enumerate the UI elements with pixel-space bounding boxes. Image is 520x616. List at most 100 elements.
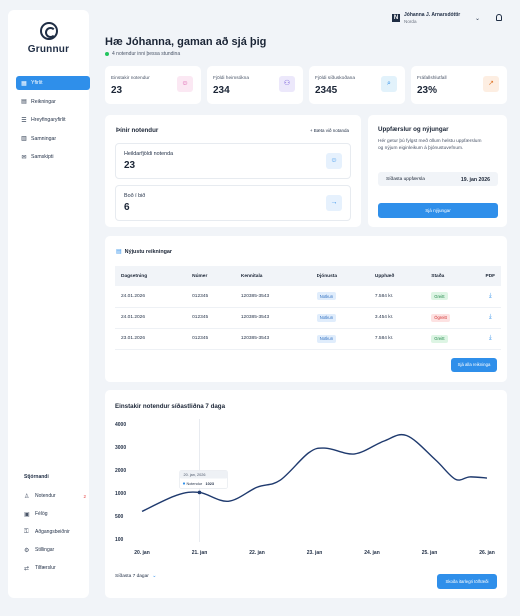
- sidebar-item-label: Samningar: [31, 135, 57, 142]
- admin-item-label: Aðgangsbeiðnir: [35, 529, 70, 535]
- chevron-down-icon[interactable]: ⌄: [475, 16, 481, 22]
- tooltip-legend-dot: [182, 482, 186, 485]
- column-header: Upphæð: [374, 273, 395, 279]
- user-menu[interactable]: N Jóhanna J. Arnarsdóttir Norda: [392, 12, 460, 24]
- tooltip-header: [179, 470, 228, 479]
- see-all-invoices-button[interactable]: Sjá alla reikninga: [451, 358, 497, 372]
- gear-icon: ⚙: [24, 547, 30, 554]
- building-icon: ▣: [24, 511, 30, 518]
- tooltip-value: 1023: [206, 482, 214, 486]
- trend-icon: ↗: [483, 76, 499, 92]
- document-icon: ▥: [21, 136, 27, 142]
- admin-item-label: Félög: [35, 511, 48, 517]
- receipt-icon: ▤: [21, 99, 27, 105]
- user-org: Norda: [404, 19, 417, 24]
- highlight-point: [197, 490, 202, 495]
- y-tick-label: 4000: [115, 422, 126, 428]
- admin-item-4[interactable]: ⇄ Tilfærslur: [20, 562, 90, 574]
- add-user-button[interactable]: + Bæta við notanda: [309, 128, 349, 133]
- table-row[interactable]: 23.01.2026 012345 120385-3543 Notkun 7.5…: [115, 328, 501, 350]
- table-row[interactable]: 24.01.2026 012345 120385-3543 Notkun 3.4…: [115, 307, 501, 329]
- column-header: Dagsetning: [121, 273, 148, 279]
- status-badge: Greitt: [431, 292, 448, 301]
- admin-item-3[interactable]: ⚙ Stillingar: [20, 544, 90, 556]
- admin-item-1[interactable]: ▣ Félög: [20, 508, 90, 520]
- y-tick-label: 3000: [115, 445, 126, 451]
- brand-name: Grunnur: [27, 44, 70, 55]
- stat-card: Fjöldi heimsókna 234 ⚇: [207, 66, 303, 104]
- tooltip-label: Notendur: [187, 482, 203, 486]
- sidebar-item-reikningar[interactable]: ▤ Reikningar: [16, 95, 90, 109]
- x-tick-label: 22. jan: [249, 550, 265, 556]
- user-name: Jóhanna J. Arnarsdóttir: [404, 12, 461, 18]
- cell-date: 24.01.2026: [115, 307, 187, 329]
- service-badge: Notkun: [316, 313, 337, 322]
- table-row[interactable]: 24.01.2026 012345 120385-3543 Notkun 7.5…: [115, 286, 501, 308]
- magnifier-icon: ⌕: [381, 76, 397, 92]
- stat-label: Fjöldi heimsókna: [213, 76, 249, 81]
- key-icon: ⚿: [24, 528, 29, 535]
- transfer-icon: ⇄: [24, 565, 30, 572]
- chart-panel: Einstakir notendur síðastliðna 7 daga 40…: [105, 390, 507, 598]
- admin-item-label: Stillingar: [35, 547, 55, 553]
- status-badge: Ógreitt: [431, 313, 450, 322]
- stat-value: 2345: [315, 85, 338, 96]
- sidebar-item-hreyfingaryfirlit[interactable]: ☰ Hreyfingaryfirlit: [16, 113, 90, 127]
- y-tick-label: 1000: [115, 491, 126, 497]
- see-news-button[interactable]: Sjá nýjungar: [378, 203, 498, 218]
- sidebar-item-label: Reikningar: [31, 98, 56, 105]
- x-tick-label: 20. jan: [134, 550, 150, 556]
- last-update-row: Síðasta uppfærsla 19. jan 2026: [378, 172, 498, 186]
- column-header: Þjónusta: [316, 273, 338, 279]
- stat-label: Fjöldi síðuskoðana: [315, 76, 355, 81]
- cell-date: 23.01.2026: [115, 328, 187, 350]
- admin-item-2[interactable]: ⚿ Aðgangsbeiðnir: [20, 526, 90, 538]
- grid-icon: ▦: [21, 80, 27, 87]
- service-badge: Notkun: [316, 292, 337, 301]
- total-users-label: Heildarfjöldi notenda: [124, 151, 174, 157]
- receipt-icon: ▤: [116, 249, 122, 255]
- pending-invites-card[interactable]: Boð í bið 6 →: [115, 185, 351, 221]
- arrow-right-icon[interactable]: →: [326, 195, 342, 211]
- updates-title: Uppfærslur og nýjungar: [378, 126, 449, 133]
- sidebar-item-samskipti[interactable]: ✉ Samskipti: [16, 150, 90, 164]
- y-tick-label: 500: [115, 514, 124, 520]
- people-icon: ⚇: [279, 76, 295, 92]
- period-selector[interactable]: Síðasta 7 dagar ⌄: [115, 574, 156, 579]
- cell-kennitala: 120385-3543: [234, 286, 311, 308]
- chart-title: Einstakir notendur síðastliðna 7 daga: [115, 403, 226, 410]
- cell-kennitala: 120385-3543: [234, 307, 311, 329]
- brand-logo[interactable]: Grunnur: [8, 22, 89, 55]
- y-tick-label: 100: [115, 537, 124, 543]
- download-icon[interactable]: ⤓: [489, 292, 492, 299]
- download-icon[interactable]: ⤓: [489, 335, 492, 341]
- admin-item-0[interactable]: ♙ Notendur 2: [20, 490, 90, 502]
- invoices-table: Dagsetning Númer Kennitala Þjónusta Upphæð St…: [115, 266, 501, 350]
- updates-panel: Uppfærslur og nýjungar Hér getur þú fylg…: [368, 115, 507, 227]
- cell-number: 012345: [186, 286, 235, 308]
- sidebar-item-samningar[interactable]: ▥ Samningar: [16, 132, 90, 146]
- column-header: Kennitala: [240, 273, 263, 279]
- x-tick-label: 23. jan: [307, 550, 323, 556]
- online-status: 4 notendur inni þessa stundina: [105, 51, 180, 57]
- sidebar-item-yfirlit[interactable]: ▦ Yfirlit: [16, 76, 90, 90]
- stat-card: Fjöldi síðuskoðana 2345 ⌕: [309, 66, 405, 104]
- invoices-header: ▤ Nýjustu reikningar: [116, 248, 172, 256]
- detailed-stats-button[interactable]: Skoða itarlegri tölfræði: [437, 574, 497, 589]
- x-tick-label: 24. jan: [364, 550, 380, 556]
- updates-text: Hér getur þú fylgst með öllum helstu upp…: [378, 139, 482, 151]
- period-label: Síðasta 7 dagar: [115, 574, 149, 579]
- pending-invites-label: Boð í bið: [124, 193, 146, 199]
- stat-value: 23: [111, 85, 123, 96]
- admin-item-label: Notendur: [35, 493, 56, 499]
- chevron-down-icon: ⌄: [152, 574, 157, 579]
- logo-icon: [39, 22, 58, 40]
- x-tick-label: 25. jan: [422, 550, 438, 556]
- bell-icon[interactable]: [496, 14, 502, 21]
- download-icon[interactable]: ⤓: [489, 314, 492, 320]
- cell-amount: 7.584 kr.: [368, 286, 426, 308]
- online-dot-icon: [105, 52, 109, 56]
- table-header-row: Dagsetning Númer Kennitala Þjónusta Upphæð St…: [115, 266, 501, 286]
- cell-amount: 3.454 kr.: [368, 307, 426, 329]
- series-line-users: [141, 433, 488, 513]
